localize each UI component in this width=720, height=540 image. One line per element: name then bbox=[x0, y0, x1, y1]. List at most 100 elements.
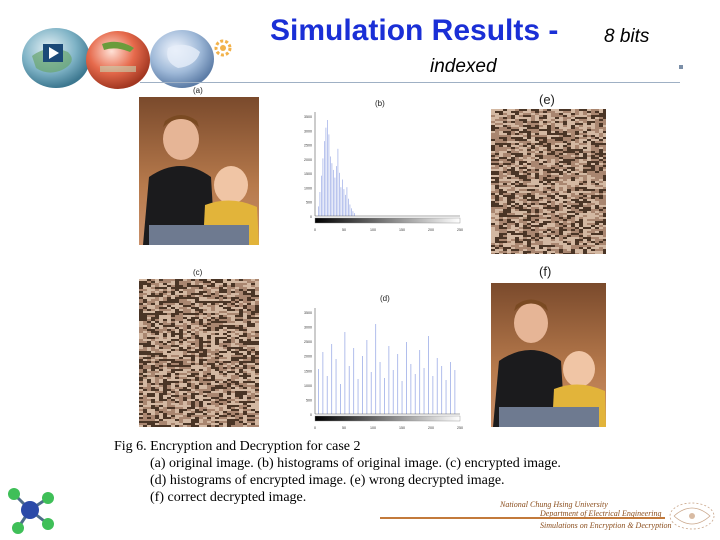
histogram-d-x-tick-label: 200 bbox=[428, 426, 434, 430]
wrong-decrypted-image bbox=[491, 109, 606, 254]
histogram-d-bar bbox=[348, 366, 350, 414]
histogram-d-y-tick-label: 1500 bbox=[304, 369, 312, 373]
original-image bbox=[139, 97, 259, 245]
histogram-b-y-tick-label: 2500 bbox=[304, 144, 312, 148]
histogram-d-bar bbox=[454, 370, 456, 414]
histogram-d-y-tick-label: 3500 bbox=[304, 311, 312, 315]
histogram-b-bar bbox=[345, 194, 346, 216]
figure-caption: Fig 6. Encryption and Decryption for cas… bbox=[114, 438, 674, 506]
histogram-b-y-tick-label: 2000 bbox=[304, 158, 312, 162]
histogram-d-bar bbox=[406, 342, 407, 414]
histogram-b-bar bbox=[328, 134, 330, 216]
histogram-original: 3500 3000 2500 2000 1500 1000 500 0 0 50 100 150 20… bbox=[304, 112, 463, 232]
histogram-d-bar bbox=[392, 370, 394, 414]
histogram-b-x-tick-label: 200 bbox=[428, 228, 434, 232]
histogram-d-x-tick-label: 50 bbox=[342, 426, 346, 430]
histogram-b-bar bbox=[337, 148, 339, 216]
histogram-b-bar bbox=[336, 166, 337, 216]
slide-title-bits: 8 bits bbox=[604, 26, 650, 47]
panel-label-e: (e) bbox=[539, 92, 555, 107]
histogram-d-bar bbox=[401, 381, 403, 414]
histogram-d-y-tick-label: 3000 bbox=[304, 326, 312, 330]
histogram-d-bar bbox=[322, 352, 324, 414]
panel-label-c: (c) bbox=[193, 268, 203, 277]
histogram-b-x-tick-label: 0 bbox=[314, 228, 316, 232]
histogram-d-bars bbox=[318, 324, 456, 414]
histogram-d-x-tick-label: 250 bbox=[457, 426, 463, 430]
histogram-d-y-tick-label: 1000 bbox=[304, 384, 312, 388]
histogram-d-bar bbox=[331, 344, 333, 414]
histogram-b-colorbar bbox=[314, 217, 461, 224]
header-globes bbox=[22, 28, 232, 89]
histogram-b-y-tick-label: 500 bbox=[306, 201, 312, 205]
histogram-d-y-tick-label: 2500 bbox=[304, 340, 312, 344]
histogram-d-bar bbox=[384, 378, 385, 414]
histogram-d-bar bbox=[353, 348, 355, 414]
histogram-d-bar bbox=[436, 358, 438, 414]
histogram-b-bar bbox=[346, 187, 348, 216]
histogram-b-bar bbox=[354, 213, 355, 216]
panel-label-a: (a) bbox=[193, 86, 203, 95]
histogram-d-bar bbox=[419, 350, 421, 414]
histogram-d-bar bbox=[366, 340, 368, 414]
caption-line-3: (d) histograms of encrypted image. (e) w… bbox=[150, 473, 505, 488]
histogram-b-bar bbox=[333, 169, 334, 216]
histogram-d-x-tick-label: 100 bbox=[370, 426, 376, 430]
histogram-b-bar bbox=[319, 192, 321, 216]
histogram-b-y-tick-label: 1500 bbox=[304, 172, 312, 176]
histogram-b-y-tick-label: 3500 bbox=[304, 115, 312, 119]
histogram-b-bar bbox=[340, 187, 342, 216]
histogram-b-x-tick-label: 150 bbox=[399, 228, 405, 232]
footer-university: National Chung Hsing University bbox=[500, 500, 608, 509]
histogram-d-bar bbox=[445, 380, 447, 414]
histogram-b-bar bbox=[349, 204, 351, 216]
histogram-d-x-tick-label: 150 bbox=[399, 426, 405, 430]
histogram-b-bar bbox=[325, 127, 327, 216]
panel-label-d: (d) bbox=[380, 294, 390, 303]
histogram-b-bar bbox=[339, 172, 340, 216]
footer-department: Department of Electrical Engineering bbox=[540, 509, 662, 518]
title-rule bbox=[140, 82, 680, 83]
histogram-d-bar bbox=[441, 366, 443, 414]
histogram-d-bar bbox=[318, 369, 319, 414]
histogram-d-bar bbox=[357, 379, 359, 414]
watermark-logo-icon bbox=[669, 502, 715, 530]
histogram-b-x-tick-label: 100 bbox=[370, 228, 376, 232]
histogram-b-bar bbox=[324, 141, 325, 216]
histogram-b-bar bbox=[322, 158, 324, 216]
histogram-b-y-tick-label: 0 bbox=[310, 215, 312, 219]
histogram-d-x-tick-label: 0 bbox=[314, 426, 316, 430]
histogram-d-bar bbox=[450, 362, 451, 414]
histogram-d-bar bbox=[370, 372, 372, 414]
footer-rule bbox=[380, 517, 665, 519]
histogram-d-x-ticks: 0 50 100 150 200 250 bbox=[314, 426, 463, 430]
histogram-b-bar bbox=[334, 177, 336, 216]
molecule-icon bbox=[8, 488, 54, 534]
histogram-b-bar bbox=[343, 189, 345, 216]
correct-decrypted-image bbox=[491, 283, 606, 427]
histogram-d-bar bbox=[326, 376, 328, 414]
histogram-d-bar bbox=[414, 374, 416, 414]
histogram-b-bar bbox=[318, 206, 319, 216]
slide-subtitle: indexed bbox=[430, 56, 497, 77]
panel-label-b: (b) bbox=[375, 99, 385, 108]
gear-icon bbox=[214, 39, 232, 57]
title-rule-end bbox=[679, 65, 683, 69]
caption-line-2: (a) original image. (b) histograms of or… bbox=[150, 456, 561, 471]
histogram-b-bar bbox=[342, 179, 343, 216]
histogram-d-y-tick-label: 2000 bbox=[304, 355, 312, 359]
histogram-d-bar bbox=[432, 376, 434, 414]
histogram-encrypted: 3500 3000 2500 2000 1500 1000 500 0 0 50 100 150 20… bbox=[304, 308, 463, 430]
histogram-d-y-tick-label: 500 bbox=[306, 398, 312, 402]
histogram-b-x-tick-label: 250 bbox=[457, 228, 463, 232]
histogram-d-bar bbox=[379, 362, 381, 414]
panel-label-f: (f) bbox=[539, 264, 552, 279]
histogram-b-x-tick-label: 50 bbox=[342, 228, 346, 232]
histogram-b-y-ticks: 3500 3000 2500 2000 1500 1000 500 0 bbox=[304, 115, 312, 219]
play-icon bbox=[43, 44, 63, 62]
encrypted-image bbox=[139, 279, 259, 427]
histogram-d-bar bbox=[362, 356, 363, 414]
histogram-d-bar bbox=[428, 336, 429, 414]
histogram-d-bar bbox=[423, 368, 425, 414]
histogram-d-y-ticks: 3500 3000 2500 2000 1500 1000 500 0 bbox=[304, 311, 312, 417]
